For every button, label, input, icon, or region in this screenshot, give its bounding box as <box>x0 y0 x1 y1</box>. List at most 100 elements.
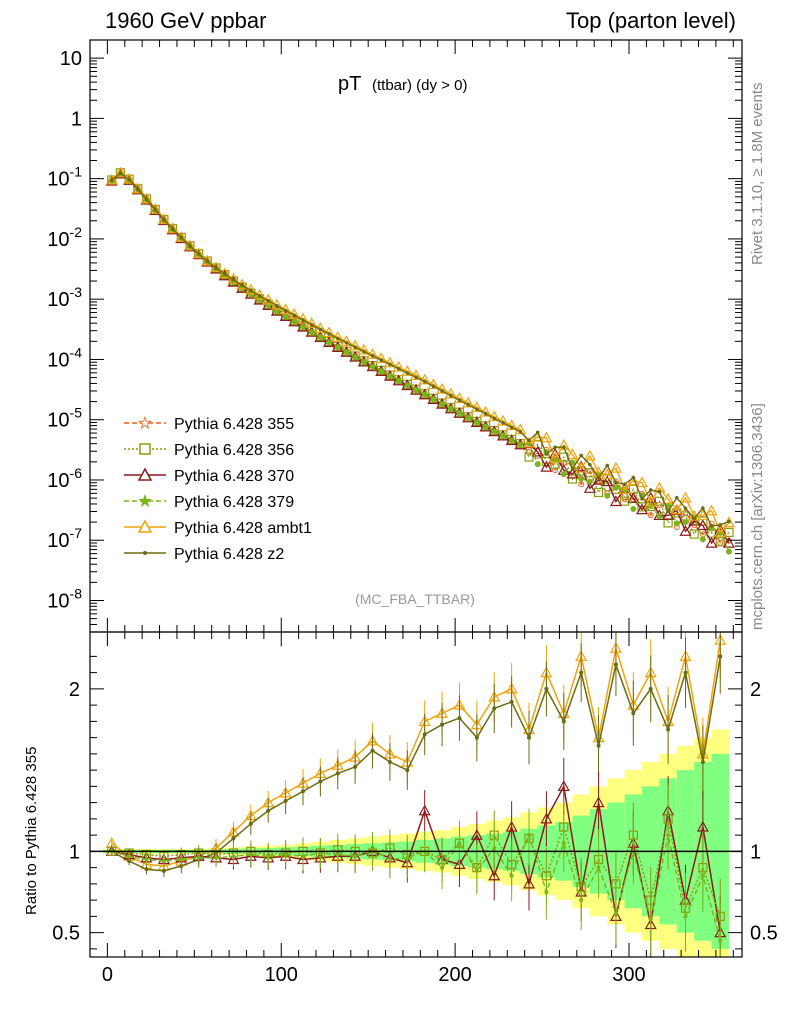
main-plot-frame: 10 1 10-1 10-2 10-3 10-4 10-5 10-6 10-7 10-8 <box>47 39 743 633</box>
data-point <box>231 277 236 282</box>
data-point <box>570 466 575 471</box>
data-point <box>612 484 619 491</box>
header-left: 1960 GeV ppbar <box>105 8 266 33</box>
data-point <box>709 524 714 528</box>
ratio-point <box>318 779 323 784</box>
data-point <box>509 425 514 430</box>
data-point <box>630 496 637 503</box>
data-point <box>604 492 611 499</box>
data-point <box>636 503 649 515</box>
y-tick-label: 10-8 <box>47 585 82 612</box>
data-point <box>483 412 488 416</box>
ratio-point <box>648 917 653 922</box>
data-point <box>609 495 622 507</box>
data-point <box>586 478 593 485</box>
data-point <box>456 410 463 417</box>
legend-marker <box>137 467 153 481</box>
ratio-point <box>457 716 462 721</box>
ratio-point <box>544 890 549 894</box>
ratio-point <box>579 670 584 675</box>
data-point <box>705 504 718 516</box>
data-point <box>140 192 153 204</box>
data-point <box>492 416 497 421</box>
ratio-point <box>544 686 549 691</box>
data-point <box>453 392 466 403</box>
ratio-point <box>522 877 536 889</box>
data-point <box>630 505 637 512</box>
ratio-point <box>248 852 253 857</box>
data-point <box>473 419 480 426</box>
ratio-contents <box>103 632 729 957</box>
ratio-point <box>631 711 636 716</box>
data-point <box>131 182 144 194</box>
legend-marker <box>143 551 147 555</box>
analysis-tag: (MC_FBA_TTBAR) <box>355 591 475 607</box>
mcplots-label: mcplots.cern.ch [arXiv:1306.3436] <box>749 403 766 630</box>
main-y-ticks <box>90 39 742 633</box>
data-point <box>196 252 201 256</box>
x-tick-label: 0 <box>102 964 113 986</box>
data-point <box>567 474 578 484</box>
ratio-point <box>127 854 132 859</box>
ratio-point <box>474 868 479 873</box>
data-point <box>662 492 675 504</box>
data-point <box>395 377 402 384</box>
data-point <box>308 328 315 335</box>
data-point <box>462 396 475 408</box>
ratio-point <box>509 699 514 704</box>
data-point <box>540 431 553 443</box>
data-point <box>601 468 614 480</box>
y-tick-label: 10-7 <box>47 525 82 552</box>
ratio-point <box>453 858 466 869</box>
ratio-point <box>557 780 570 791</box>
data-point <box>149 203 162 214</box>
data-point <box>517 441 524 448</box>
y-tick-label: 1 <box>71 108 82 130</box>
ratio-y-tick-label-right: 2 <box>750 679 761 701</box>
legend-marker <box>139 443 151 455</box>
data-point <box>588 462 592 467</box>
data-point <box>689 529 699 539</box>
data-point <box>553 445 557 450</box>
data-point <box>144 197 149 202</box>
data-point <box>552 467 559 474</box>
data-point <box>114 166 127 178</box>
data-point <box>701 506 705 510</box>
data-point <box>524 452 534 462</box>
data-point <box>531 430 544 442</box>
data-point <box>436 382 449 394</box>
ratio-point <box>144 857 149 862</box>
legend-label: Pythia 6.428 ambt1 <box>174 520 312 537</box>
data-point <box>291 318 298 325</box>
data-point <box>522 436 536 448</box>
ratio-y-tick-label-right: 1 <box>750 841 761 863</box>
data-point <box>266 298 271 303</box>
ratio-point <box>353 854 358 859</box>
legend-entry: Pythia 6.428 370 <box>124 467 294 485</box>
data-point <box>637 502 647 512</box>
data-point <box>109 178 114 183</box>
data-point <box>718 522 723 527</box>
data-point <box>123 172 136 184</box>
ratio-point <box>666 833 671 838</box>
plot-title-main: pT <box>338 73 361 95</box>
data-point <box>579 453 583 458</box>
data-point <box>479 405 492 417</box>
data-point <box>309 322 314 327</box>
data-point <box>214 266 218 270</box>
ratio-point <box>300 854 305 859</box>
ratio-axes-box <box>89 631 743 958</box>
data-point <box>249 288 253 293</box>
data-point <box>662 509 675 520</box>
ratio-point <box>474 735 479 740</box>
ratio-point <box>440 722 445 727</box>
ratio-point <box>718 938 723 943</box>
data-point <box>362 349 366 354</box>
ratio-point <box>509 873 514 878</box>
data-point <box>647 512 654 519</box>
ratio-point <box>387 760 392 764</box>
data-point <box>578 475 585 482</box>
data-point <box>636 476 649 488</box>
data-point <box>153 207 157 212</box>
ratio-point <box>422 732 427 737</box>
